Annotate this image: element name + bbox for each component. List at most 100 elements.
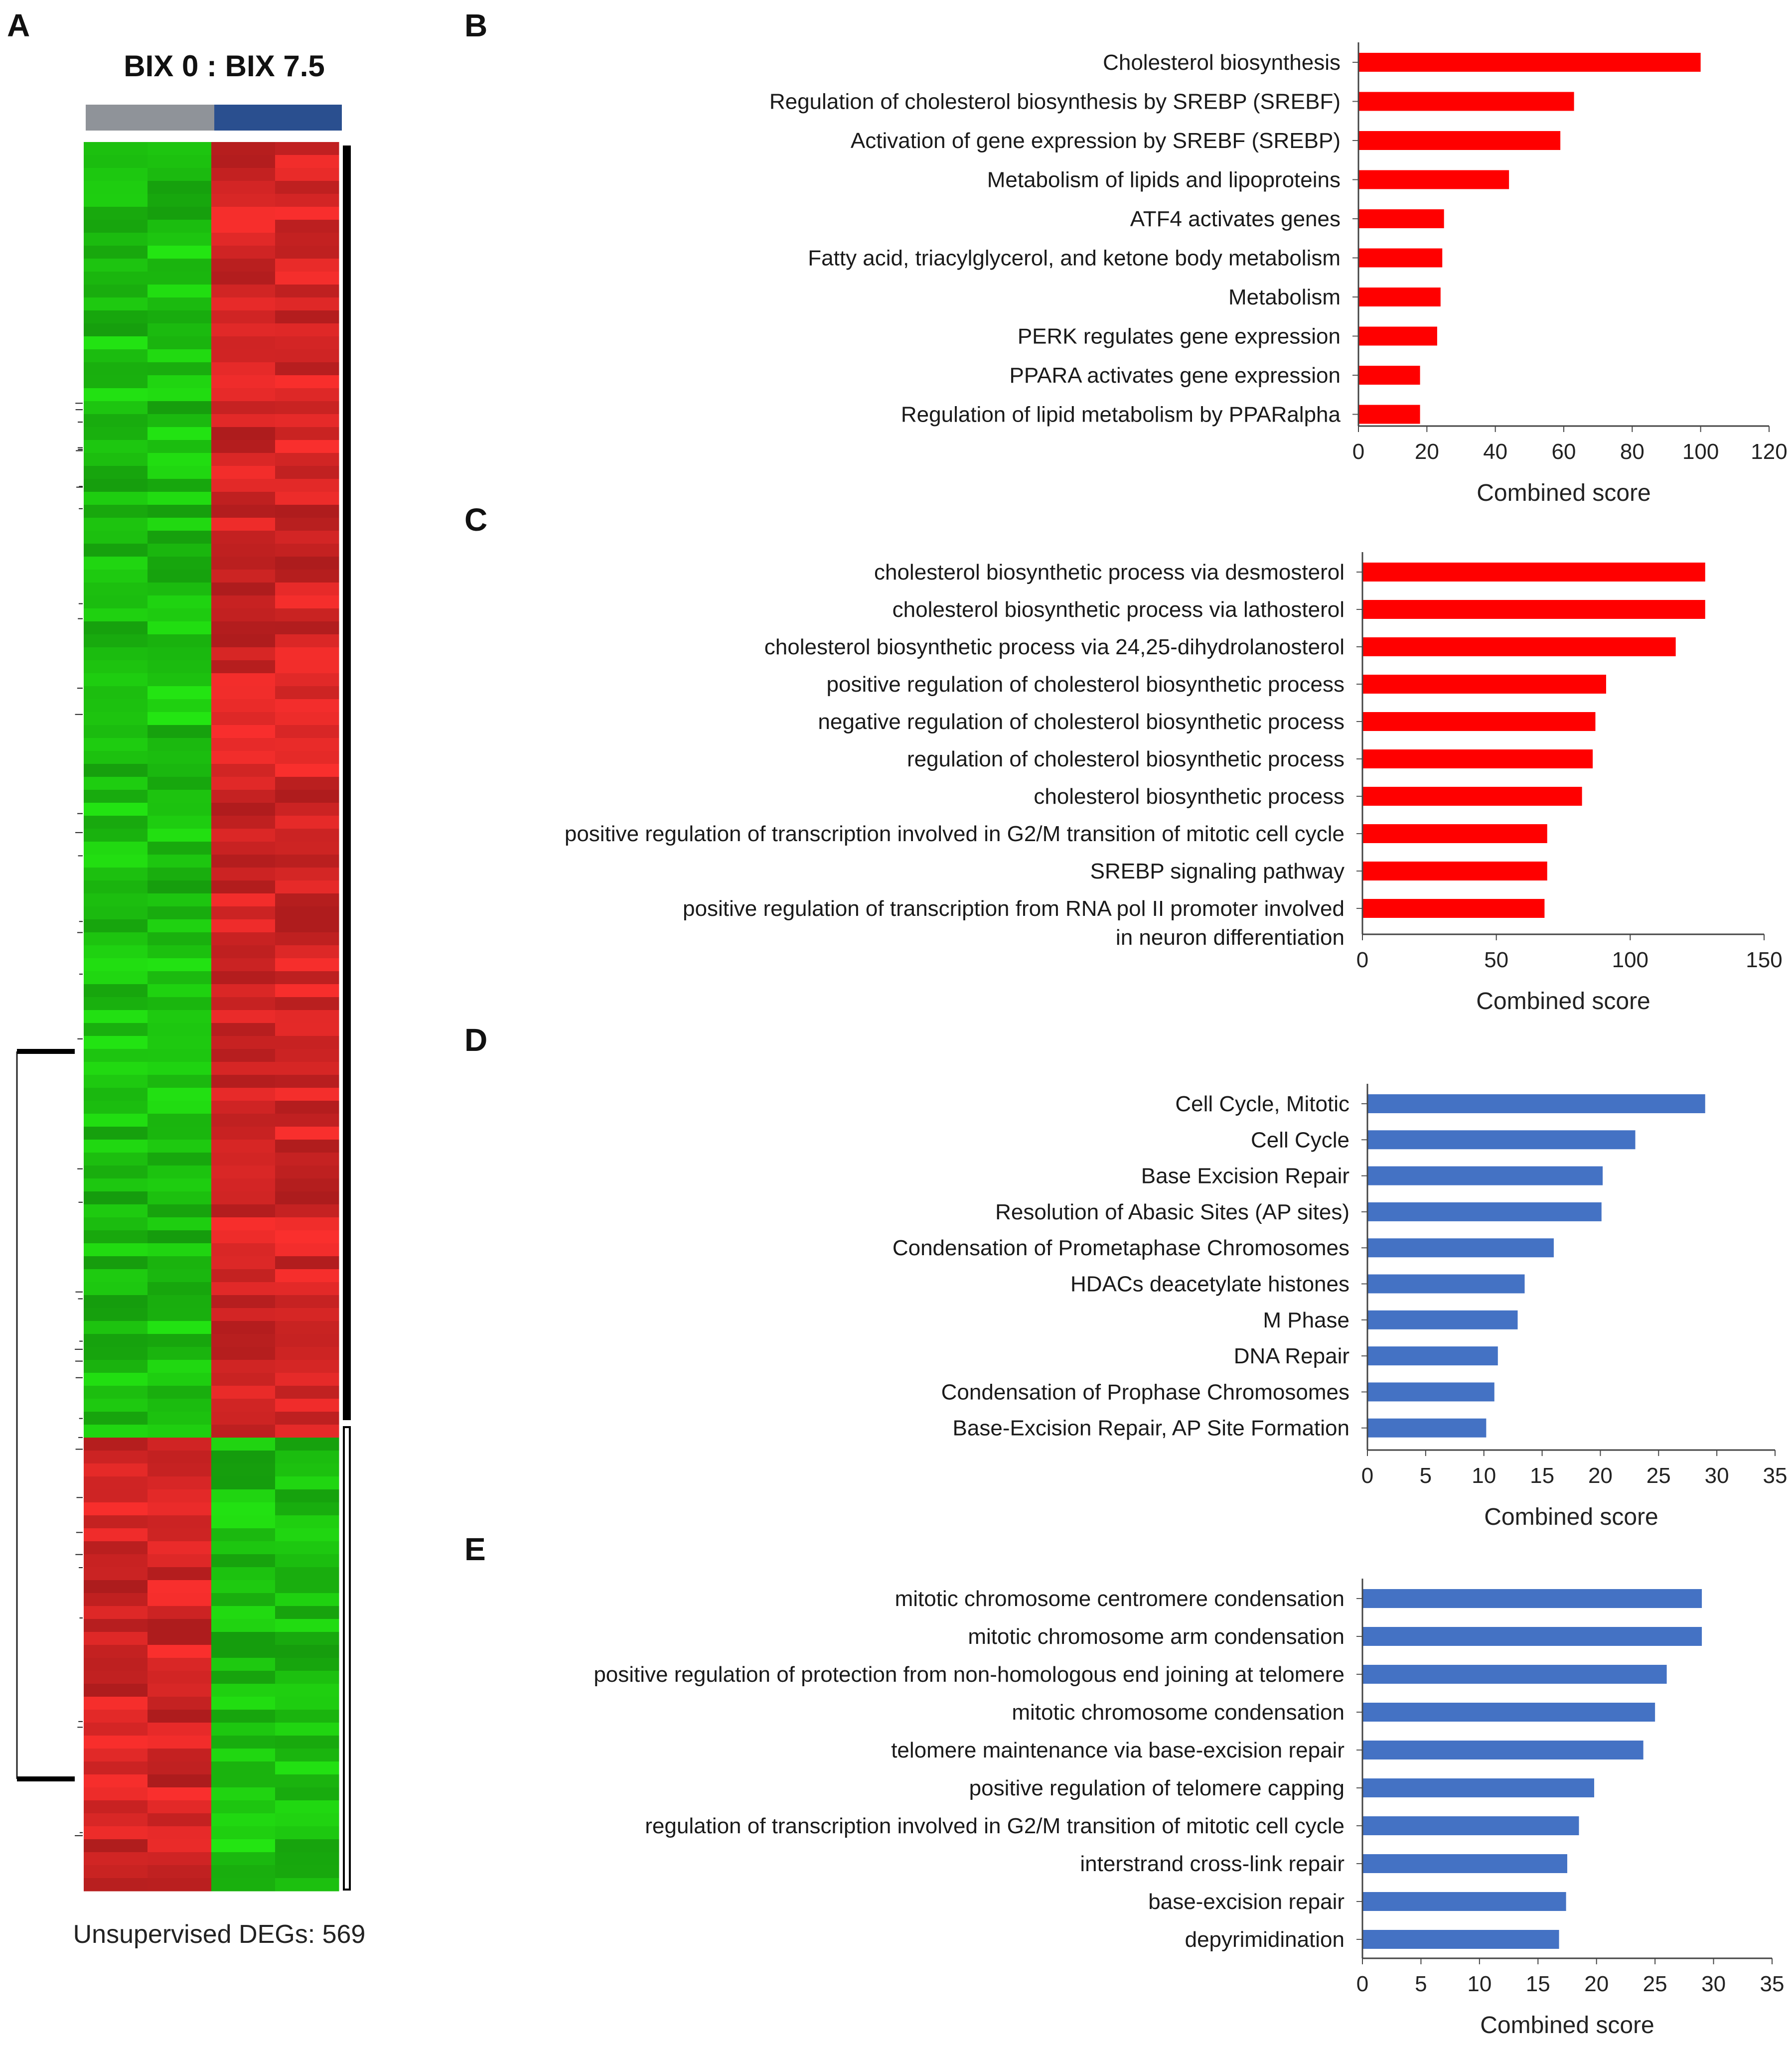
- heatmap-cell: [211, 1062, 276, 1075]
- heatmap-cell: [275, 1140, 339, 1153]
- heatmap-cell: [84, 1749, 148, 1762]
- bar: [1362, 1778, 1595, 1797]
- heatmap-cell: [275, 557, 339, 570]
- heatmap-cell: [211, 751, 276, 764]
- heatmap-cell: [211, 1541, 276, 1555]
- heatmap-cell: [148, 1282, 212, 1296]
- category-label: positive regulation of transcription inv…: [565, 822, 1344, 846]
- category-label: PERK regulates gene expression: [1018, 324, 1341, 349]
- heatmap-cell: [275, 712, 339, 726]
- heatmap-cell: [148, 1010, 212, 1024]
- heatmap-cell: [211, 764, 276, 777]
- heatmap-cell: [211, 1217, 276, 1231]
- heatmap-cell: [148, 608, 212, 622]
- heatmap-cell: [211, 1671, 276, 1684]
- heatmap-cell: [275, 1839, 339, 1853]
- category-label: HDACs deacetylate histones: [1070, 1272, 1349, 1297]
- category-label: Condensation of Prophase Chromosomes: [941, 1380, 1349, 1404]
- heatmap-cell: [84, 1101, 148, 1114]
- heatmap-cell: [211, 142, 276, 155]
- heatmap-cell: [84, 984, 148, 998]
- heatmap-cell: [275, 453, 339, 466]
- heatmap-cell: [275, 1684, 339, 1697]
- heatmap-cell: [148, 1865, 212, 1879]
- bar: [1362, 1892, 1566, 1911]
- heatmap-cell: [211, 725, 276, 738]
- heatmap-cell: [275, 181, 339, 194]
- dendrogram: [16, 403, 83, 1836]
- heatmap-cell: [148, 738, 212, 751]
- heatmap-cell: [211, 583, 276, 596]
- heatmap-cell: [148, 1839, 212, 1853]
- heatmap-cell: [84, 1282, 148, 1296]
- heatmap-cell: [148, 440, 212, 453]
- heatmap-cell: [84, 608, 148, 622]
- cluster-bar-upregulated: [343, 146, 351, 1420]
- heatmap-cell: [275, 1476, 339, 1490]
- x-axis-label: Combined score: [1484, 1504, 1658, 1530]
- heatmap-cell: [211, 971, 276, 985]
- heatmap-cell: [148, 272, 212, 285]
- heatmap-cell: [275, 829, 339, 842]
- heatmap-cell: [148, 1036, 212, 1049]
- heatmap-cell: [84, 220, 148, 233]
- heatmap-cell: [211, 1736, 276, 1749]
- heatmap-cell: [148, 868, 212, 881]
- heatmap-cell: [211, 297, 276, 311]
- heatmap-cell: [84, 1761, 148, 1775]
- heatmap-cell: [275, 272, 339, 285]
- category-label: Activation of gene expression by SREBF (…: [851, 129, 1341, 153]
- heatmap-cell: [148, 1075, 212, 1088]
- heatmap-cell: [148, 557, 212, 570]
- heatmap-cell: [148, 1308, 212, 1321]
- bar: [1362, 749, 1593, 768]
- heatmap-cell: [275, 1386, 339, 1399]
- heatmap-cell: [211, 1580, 276, 1594]
- heatmap-cell: [211, 220, 276, 233]
- heatmap-cell: [275, 1049, 339, 1062]
- heatmap-cell: [211, 932, 276, 946]
- heatmap-cell: [148, 932, 212, 946]
- heatmap-cell: [148, 1723, 212, 1736]
- heatmap-cell: [211, 1852, 276, 1866]
- bar: [1362, 899, 1545, 918]
- heatmap-cell: [148, 233, 212, 246]
- heatmap-cell: [275, 1191, 339, 1205]
- heatmap-cell: [275, 1606, 339, 1619]
- heatmap-cell: [148, 958, 212, 972]
- bar: [1367, 1274, 1525, 1294]
- heatmap-cell: [275, 1295, 339, 1309]
- heatmap-cell: [84, 751, 148, 764]
- bar: [1362, 563, 1705, 582]
- bar: [1358, 53, 1701, 72]
- heatmap-cell: [275, 1463, 339, 1477]
- heatmap-cell: [84, 505, 148, 518]
- heatmap-cell: [211, 1347, 276, 1360]
- heatmap-cell: [84, 1088, 148, 1101]
- x-tick-label: 0: [1352, 439, 1364, 464]
- heatmap-cell: [148, 479, 212, 492]
- heatmap-cell: [148, 1088, 212, 1101]
- heatmap-cell: [275, 1774, 339, 1788]
- heatmap-cell: [275, 1671, 339, 1684]
- heatmap-cell: [148, 570, 212, 583]
- heatmap-cell: [148, 505, 212, 518]
- heatmap-cell: [275, 194, 339, 207]
- x-tick-label: 35: [1760, 1972, 1785, 1996]
- heatmap-cell: [211, 1826, 276, 1840]
- heatmap-cell: [275, 1178, 339, 1192]
- heatmap-cell: [84, 544, 148, 557]
- heatmap-cell: [275, 583, 339, 596]
- heatmap-cell: [275, 1347, 339, 1360]
- heatmap-cell: [84, 1645, 148, 1658]
- bar: [1362, 1854, 1567, 1873]
- heatmap-cell: [148, 1204, 212, 1218]
- category-label: Regulation of lipid metabolism by PPARal…: [901, 403, 1341, 427]
- heatmap-cell: [84, 660, 148, 674]
- category-label: positive regulation of transcription fro…: [683, 896, 1344, 950]
- heatmap-cell: [211, 738, 276, 751]
- heatmap-cell: [148, 1528, 212, 1542]
- heatmap-cell: [84, 1386, 148, 1399]
- heatmap-cell: [84, 168, 148, 181]
- heatmap-cell: [275, 1373, 339, 1386]
